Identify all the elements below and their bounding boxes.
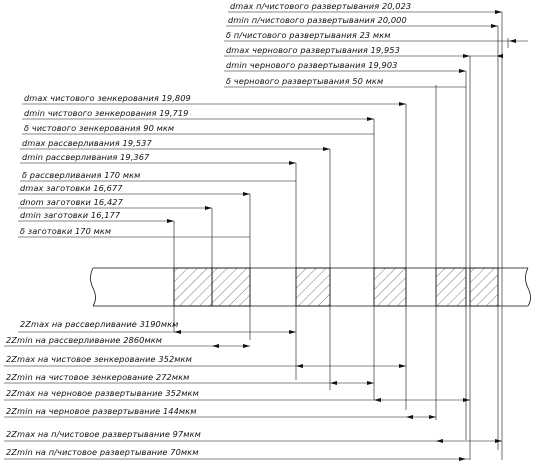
label-dmax-finish-ream: dmax п/чистового развертывания 20,023 bbox=[230, 1, 411, 11]
label-2zmax-enlarge: 2Zmax на рассверливание 3190мкм bbox=[20, 319, 178, 329]
label-dnom-blank: dnom заготовки 16,427 bbox=[20, 197, 124, 207]
bottom-label-group: 2Zmax на рассверливание 3190мкм 2Zmin на… bbox=[4, 319, 502, 460]
label-2zmin-rough-ream: 2Zmin на черновое развертывание 144мкм bbox=[6, 406, 197, 416]
label-dmin-finish-ream: dmin п/чистового развертывания 20,000 bbox=[228, 15, 407, 25]
label-delta-blank: δ заготовки 170 мкм bbox=[20, 226, 111, 236]
top-label-group: dmax п/чистового развертывания 20,023 dm… bbox=[18, 1, 528, 238]
label-dmax-blank: dmax заготовки 16,677 bbox=[20, 183, 123, 193]
field-blank-left bbox=[173, 267, 213, 307]
label-2zmax-finish-ream: 2Zmax на п/чистовое развертывание 97мкм bbox=[6, 429, 201, 439]
field-rough-ream bbox=[435, 267, 467, 307]
bottom-arrows bbox=[174, 330, 502, 461]
tolerance-fields bbox=[173, 267, 499, 307]
vertical-extension-lines bbox=[173, 12, 509, 460]
label-dmin-finish-countersink: dmin чистового зенкерования 19,719 bbox=[24, 108, 188, 118]
label-2zmax-rough-ream: 2Zmax на черновое развертывание 352мкм bbox=[6, 388, 199, 398]
label-dmin-blank: dmin заготовки 16,177 bbox=[20, 210, 121, 220]
label-dmin-enlarge: dmin рассверливания 19,367 bbox=[22, 152, 150, 162]
label-dmax-enlarge: dmax рассверливания 19,537 bbox=[22, 138, 152, 148]
label-2zmin-enlarge: 2Zmin на рассверливание 2860мкм bbox=[6, 335, 162, 345]
field-finish-ream bbox=[469, 267, 499, 307]
label-2zmin-countersink: 2Zmin на чистовое зенкерование 272мкм bbox=[6, 372, 189, 382]
label-2zmax-countersink: 2Zmax на чистовое зенкерование 352мкм bbox=[6, 354, 192, 364]
label-dmin-rough-ream: dmin чернового развертывания 19,903 bbox=[226, 60, 397, 70]
label-dmax-rough-ream: dmax чернового развертывания 19,953 bbox=[226, 45, 400, 55]
field-countersink bbox=[373, 267, 407, 307]
label-dmax-finish-countersink: dmax чистового зенкерования 19,809 bbox=[24, 93, 191, 103]
label-delta-rough-ream: δ чернового развертывания 50 мкм bbox=[226, 76, 383, 86]
label-delta-finish-ream: δ п/чистового развертывания 23 мкм bbox=[226, 30, 391, 40]
top-arrows bbox=[167, 10, 516, 223]
field-blank-right bbox=[211, 267, 251, 307]
label-delta-finish-countersink: δ чистового зенкерования 90 мкм bbox=[24, 123, 174, 133]
field-enlarge bbox=[295, 267, 331, 307]
label-2zmin-finish-ream: 2Zmin на п/чистовое развертывание 70мкм bbox=[6, 447, 199, 457]
label-delta-enlarge: δ рассверливания 170 мкм bbox=[22, 170, 140, 180]
